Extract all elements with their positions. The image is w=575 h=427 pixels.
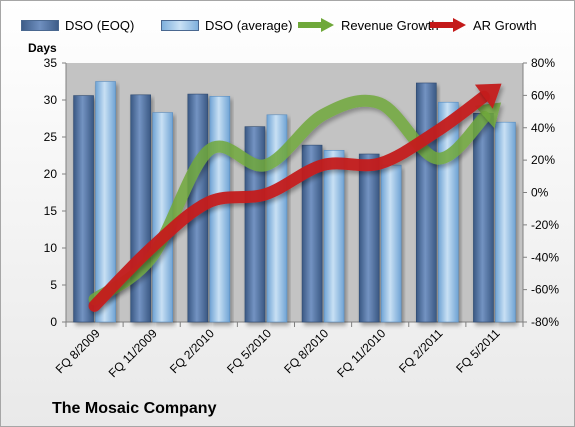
y2-tick-label: 60% xyxy=(531,88,555,102)
bar-dso-eoq-4 xyxy=(301,144,323,323)
bar-dso-eoq-6 xyxy=(416,82,437,323)
legend-swatch-dso-eoq xyxy=(21,19,59,31)
legend-label-dso-average: DSO (average) xyxy=(205,17,293,33)
bar-dso-eoq-1 xyxy=(130,94,151,323)
y-tick-label: 0 xyxy=(50,315,57,329)
y-tick-label: 20 xyxy=(44,167,58,181)
y-tick-label: 25 xyxy=(44,130,58,144)
x-tick-label: FQ 2/2011 xyxy=(396,326,446,376)
legend-item-dso-eoq: DSO (EOQ) xyxy=(21,16,134,34)
x-tick-label: FQ 2/2010 xyxy=(167,326,217,376)
legend-label-revenue-growth: Revenue Growth xyxy=(341,17,439,33)
legend: DSO (EOQ) DSO (average) Revenue Growth A… xyxy=(11,11,571,39)
bar-dso-eoq-5 xyxy=(358,153,380,323)
legend-item-revenue-growth: Revenue Growth xyxy=(297,16,439,34)
y-tick-label: 10 xyxy=(44,241,58,255)
legend-label-dso-eoq: DSO (EOQ) xyxy=(65,17,135,33)
chart-title: The Mosaic Company xyxy=(52,400,217,417)
revenue-arrow-icon xyxy=(298,18,334,32)
y-tick-label: 5 xyxy=(50,278,57,292)
x-tick-label: FQ 8/2009 xyxy=(53,326,103,376)
bar-dso-average-0 xyxy=(95,81,116,323)
line-ar-growth xyxy=(88,90,490,312)
y2-tick-label: 20% xyxy=(531,153,555,167)
bar-dso-average-2 xyxy=(209,96,231,323)
y2-tick-label: 80% xyxy=(531,56,555,70)
arrowhead-revenue-growth xyxy=(474,102,502,129)
bar-dso-eoq-7 xyxy=(473,113,494,323)
y2-tick-label: -60% xyxy=(531,283,559,297)
bar-dso-average-7 xyxy=(495,121,516,323)
bar-dso-average-5 xyxy=(380,164,402,323)
legend-label-ar-growth: AR Growth xyxy=(473,17,537,33)
y2-tick-label: 0% xyxy=(531,186,549,200)
bar-dso-average-4 xyxy=(323,150,345,323)
legend-item-dso-average: DSO (average) xyxy=(161,16,292,34)
y-tick-label: 30 xyxy=(44,93,58,107)
legend-item-ar-growth: AR Growth xyxy=(429,16,537,34)
y2-tick-label: -40% xyxy=(531,250,559,264)
y-tick-label: 35 xyxy=(44,56,58,70)
y2-tick-label: -20% xyxy=(531,218,559,232)
y-tick-label: 15 xyxy=(44,204,58,218)
x-tick-label: FQ 8/2010 xyxy=(281,326,331,376)
x-tick-label: FQ 5/2010 xyxy=(224,326,274,376)
bar-dso-eoq-0 xyxy=(73,95,94,323)
ar-arrow-icon xyxy=(430,18,466,32)
y2-tick-label: 40% xyxy=(531,121,555,135)
y2-tick-label: -80% xyxy=(531,315,559,329)
x-tick-label: FQ 11/2009 xyxy=(106,326,160,380)
x-tick-label: FQ 11/2010 xyxy=(334,326,388,380)
legend-swatch-dso-average xyxy=(161,19,199,31)
y-axis-title: Days xyxy=(28,41,57,55)
arrowhead-ar-growth xyxy=(474,83,502,109)
bar-dso-eoq-3 xyxy=(244,126,266,323)
x-tick-label: FQ 5/2011 xyxy=(453,326,503,376)
